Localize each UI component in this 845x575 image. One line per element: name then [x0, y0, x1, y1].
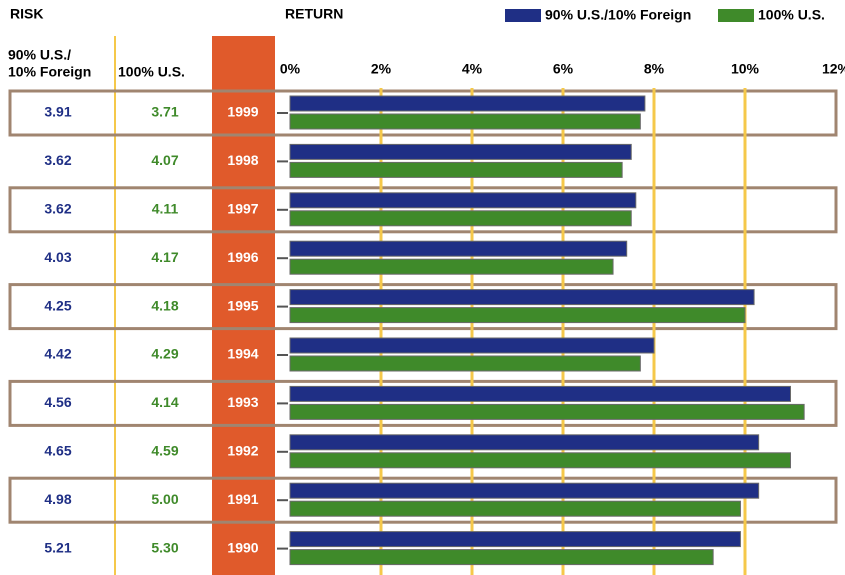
- bar: [289, 385, 791, 402]
- risk-value: 4.29: [151, 346, 178, 362]
- risk-value: 4.11: [152, 201, 179, 217]
- risk-value: 4.03: [44, 249, 71, 265]
- bar: [289, 355, 641, 372]
- row-box: [8, 89, 838, 137]
- bar: [289, 258, 614, 275]
- year-label: 1998: [227, 152, 258, 168]
- legend-swatch: [718, 9, 754, 22]
- year-label: 1996: [227, 249, 258, 265]
- bar: [289, 307, 746, 324]
- bar: [289, 95, 646, 112]
- bar: [289, 113, 641, 130]
- year-label: 1992: [227, 443, 258, 459]
- risk-value: 4.56: [44, 394, 71, 410]
- year-label: 1993: [227, 394, 258, 410]
- bar: [289, 452, 791, 469]
- bar: [289, 240, 628, 257]
- risk-value: 4.25: [44, 297, 71, 313]
- risk-value: 4.18: [151, 297, 178, 313]
- bar: [289, 531, 741, 548]
- risk-value: 3.62: [44, 201, 71, 217]
- year-label: 1997: [227, 201, 258, 217]
- bar: [289, 289, 755, 306]
- risk-value: 4.42: [44, 346, 71, 362]
- row-box: [8, 379, 838, 427]
- year-label: 1990: [227, 539, 258, 555]
- x-tick-label: 10%: [731, 61, 760, 77]
- row-box: [8, 476, 838, 524]
- bar: [289, 403, 805, 420]
- bar: [289, 337, 655, 354]
- bar: [289, 143, 632, 160]
- x-tick-label: 8%: [644, 61, 665, 77]
- bar: [289, 161, 623, 178]
- legend-swatch: [505, 9, 541, 22]
- risk-value: 3.62: [44, 152, 71, 168]
- year-label: 1991: [227, 491, 258, 507]
- legend-label: 90% U.S./10% Foreign: [545, 7, 691, 23]
- legend-label: 100% U.S.: [758, 7, 825, 23]
- bar: [289, 500, 741, 517]
- risk-value: 4.14: [151, 394, 178, 410]
- bar: [289, 549, 714, 566]
- risk-value: 4.07: [151, 152, 178, 168]
- row-box: [8, 186, 838, 234]
- risk-value: 4.17: [151, 249, 178, 265]
- year-label: 1999: [227, 104, 258, 120]
- year-label: 1994: [227, 346, 258, 362]
- risk-value: 5.21: [44, 539, 71, 555]
- bar: [289, 192, 637, 209]
- bar: [289, 482, 760, 499]
- risk-value: 3.71: [151, 104, 178, 120]
- risk-value: 5.30: [151, 539, 178, 555]
- year-label: 1995: [227, 297, 258, 313]
- row-box: [8, 283, 838, 331]
- return-title: RETURN: [285, 6, 343, 22]
- risk-value: 4.65: [44, 443, 71, 459]
- x-tick-label: 0%: [280, 61, 301, 77]
- risk-title: RISK: [10, 6, 43, 22]
- risk-value: 3.91: [44, 104, 71, 120]
- year-column: [212, 36, 275, 575]
- risk-value: 5.00: [151, 491, 178, 507]
- x-tick-label: 4%: [462, 61, 483, 77]
- bar: [289, 210, 632, 227]
- x-tick-label: 6%: [553, 61, 574, 77]
- risk-value: 4.59: [151, 443, 178, 459]
- risk-header: 10% Foreign: [8, 64, 91, 80]
- risk-header: 100% U.S.: [118, 64, 185, 80]
- bar: [289, 434, 760, 451]
- x-tick-label: 12%: [822, 61, 845, 77]
- risk-value: 4.98: [44, 491, 71, 507]
- x-tick-label: 2%: [371, 61, 392, 77]
- risk-header: 90% U.S./: [8, 47, 71, 63]
